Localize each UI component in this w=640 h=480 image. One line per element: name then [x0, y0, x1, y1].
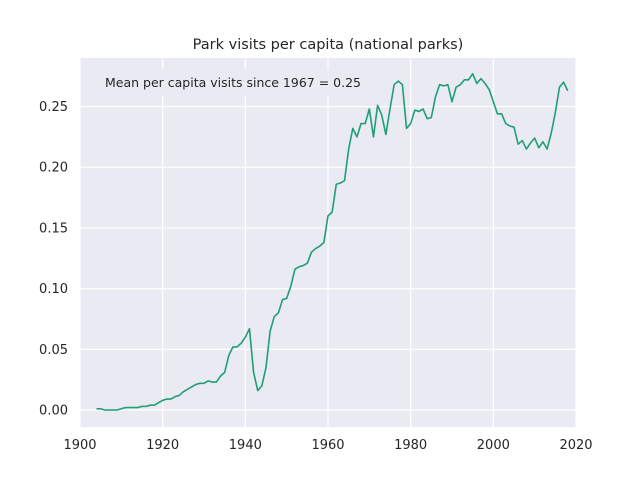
annotation-text: Mean per capita visits since 1967 = 0.25	[105, 75, 361, 90]
x-tick-label: 2000	[477, 438, 510, 453]
x-tick-label: 1900	[63, 438, 96, 453]
x-tick-label: 1980	[394, 438, 427, 453]
x-tick-label: 1960	[311, 438, 344, 453]
grid-lines	[79, 58, 577, 427]
y-tick-label: 0.05	[39, 343, 68, 358]
tick-labels: 1900 1920 1940 1960 1980 2000 2020 0.00 0.05 0.10…	[39, 100, 593, 453]
y-tick-label: 0.15	[39, 221, 68, 236]
chart-title: Park visits per capita (national parks)	[193, 37, 464, 53]
annotation-background	[98, 69, 360, 96]
x-tick-label: 1920	[146, 438, 179, 453]
y-tick-label: 0.25	[39, 100, 68, 115]
x-tick-label: 1940	[229, 438, 262, 453]
x-tick-label: 2020	[559, 438, 592, 453]
y-tick-label: 0.00	[39, 404, 68, 419]
y-tick-label: 0.10	[39, 282, 68, 297]
annotation-box: Mean per capita visits since 1967 = 0.25	[98, 69, 361, 96]
y-tick-label: 0.20	[39, 161, 68, 176]
series-line	[96, 72, 569, 411]
